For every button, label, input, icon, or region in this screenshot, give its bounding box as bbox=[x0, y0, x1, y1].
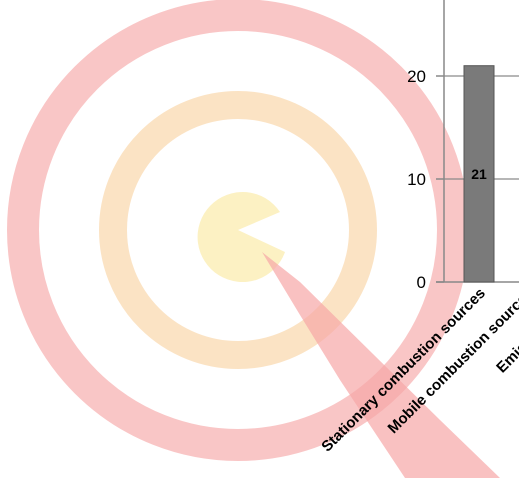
bar-data-label: 21 bbox=[471, 166, 487, 182]
watermark-arrow bbox=[262, 252, 500, 478]
bar bbox=[463, 65, 495, 283]
watermark-middle-ring bbox=[99, 91, 377, 369]
y-tick-label: 0 bbox=[417, 273, 426, 292]
bars: 21 bbox=[463, 65, 495, 283]
watermark-center-disc bbox=[197, 191, 285, 282]
y-tick-label: 20 bbox=[407, 67, 426, 86]
y-tick-marks: 0 10 20 bbox=[407, 67, 444, 292]
y-tick-label: 10 bbox=[407, 170, 426, 189]
watermark-outer-ring bbox=[7, 0, 469, 461]
target-watermark-logo bbox=[7, 0, 500, 478]
